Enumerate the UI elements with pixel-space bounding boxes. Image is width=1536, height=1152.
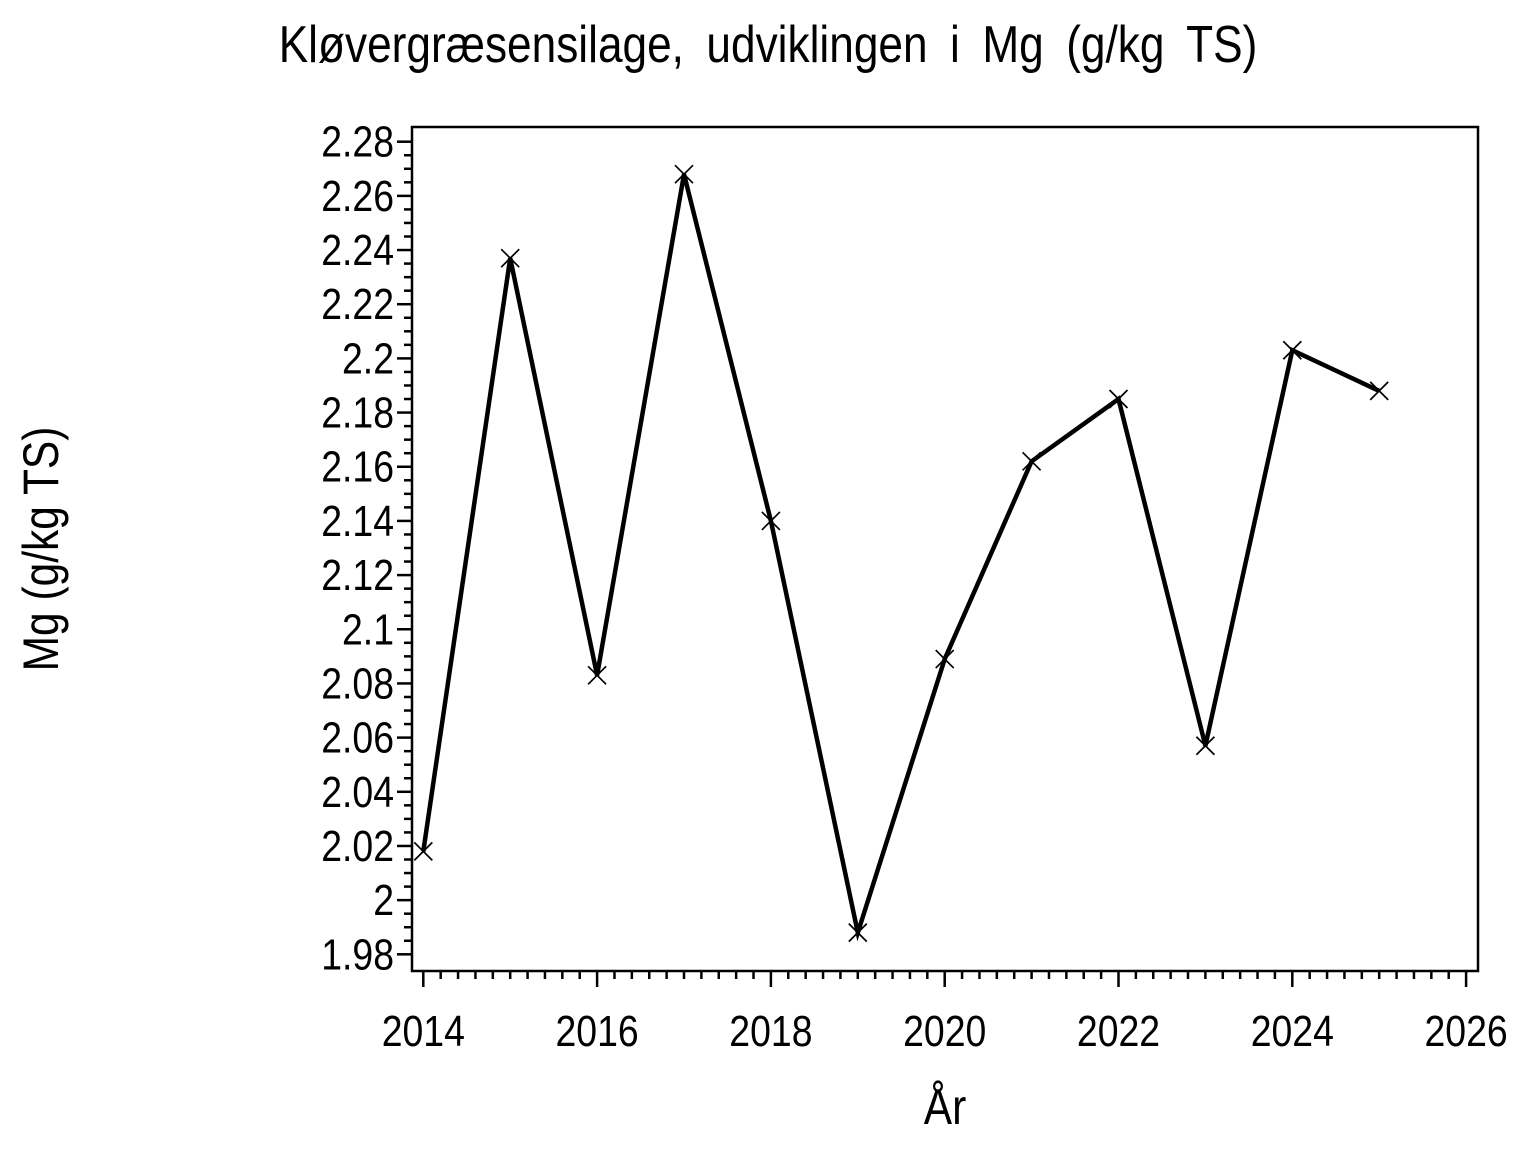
x-tick-label-wrap: 2024 (1251, 1006, 1334, 1056)
plot-area: 1.9822.022.042.062.082.12.122.142.162.18… (321, 117, 1507, 1056)
data-point-marker (1282, 340, 1302, 360)
y-tick-label: 2.12 (321, 550, 394, 600)
y-tick-label-wrap: 2.04 (321, 767, 394, 817)
y-tick-label: 2.28 (321, 117, 394, 167)
y-tick-label-wrap: 2.16 (321, 442, 394, 492)
x-tick-label: 2020 (903, 1006, 986, 1056)
chart-title: Kløvergræsensilage, udviklingen i Mg (g/… (279, 16, 1258, 74)
y-tick-label-wrap: 2.1 (342, 604, 394, 654)
y-tick-label: 2 (373, 875, 394, 925)
plot-frame (410, 125, 1480, 973)
y-tick-label-wrap: 2.06 (321, 713, 394, 763)
y-tick-label-wrap: 2.08 (321, 659, 394, 709)
y-tick-label: 2.06 (321, 713, 394, 763)
y-tick-label: 2.26 (321, 171, 394, 221)
data-point-marker (500, 248, 520, 268)
y-tick-label-wrap: 2.02 (321, 821, 394, 871)
data-point-marker (848, 923, 868, 943)
data-point-marker (674, 164, 694, 184)
y-tick-label-wrap: 2.22 (321, 279, 394, 329)
y-axis-label: Mg (g/kg TS) (13, 427, 69, 672)
y-tick-label: 2.08 (321, 659, 394, 709)
data-point-marker (1021, 451, 1042, 471)
x-tick-label: 2018 (729, 1006, 812, 1056)
y-tick-label: 2.18 (321, 388, 394, 438)
y-tick-label-wrap: 2.12 (321, 550, 394, 600)
y-tick-label: 2.22 (321, 279, 394, 329)
x-tick-label-wrap: 2016 (556, 1006, 639, 1056)
x-tick-label: 2022 (1077, 1006, 1160, 1056)
y-tick-label: 2.24 (321, 225, 394, 275)
x-tick-label: 2026 (1425, 1006, 1508, 1056)
y-tick-label-wrap: 2.14 (321, 496, 394, 546)
x-tick-label: 2016 (556, 1006, 639, 1056)
y-tick-label-wrap: 1.98 (321, 929, 394, 979)
x-tick-label-wrap: 2022 (1077, 1006, 1160, 1056)
data-point-marker (935, 649, 955, 669)
x-tick-label-wrap: 2020 (903, 1006, 986, 1056)
y-tick-label-wrap: 2.28 (321, 117, 394, 167)
x-tick-label-wrap: 2026 (1425, 1006, 1508, 1056)
y-tick-label: 2.16 (321, 442, 394, 492)
data-point-marker (1108, 389, 1129, 409)
y-tick-label-wrap: 2.24 (321, 225, 394, 275)
data-point-marker (761, 511, 781, 531)
y-tick-label: 2.14 (321, 496, 394, 546)
y-tick-label: 1.98 (321, 929, 394, 979)
data-point-marker (413, 841, 433, 861)
data-point-marker (1369, 381, 1389, 401)
x-tick-label-wrap: 2018 (729, 1006, 812, 1056)
y-tick-label: 2.04 (321, 767, 394, 817)
x-tick-label: 2014 (382, 1006, 465, 1056)
x-tick-label: 2024 (1251, 1006, 1334, 1056)
y-tick-label: 2.1 (342, 604, 394, 654)
y-tick-label-wrap: 2.18 (321, 388, 394, 438)
data-point-marker (587, 665, 607, 685)
y-tick-label-wrap: 2 (373, 875, 394, 925)
x-axis-label: År (924, 1079, 966, 1135)
y-tick-label: 2.2 (342, 334, 394, 384)
data-point-marker (1195, 736, 1216, 756)
data-line (421, 173, 1381, 942)
y-tick-label-wrap: 2.26 (321, 171, 394, 221)
y-tick-label: 2.02 (321, 821, 394, 871)
y-tick-label-wrap: 2.2 (342, 334, 394, 384)
x-tick-label-wrap: 2014 (382, 1006, 465, 1056)
